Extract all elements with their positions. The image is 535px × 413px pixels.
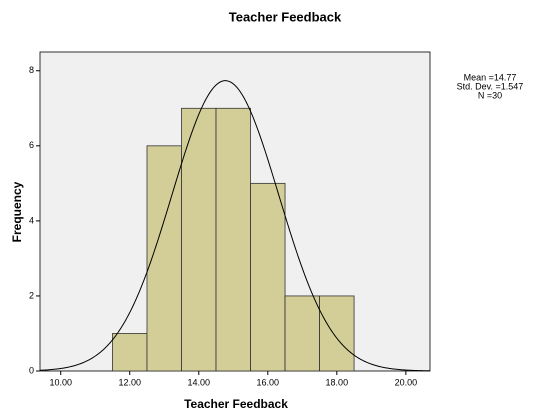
y-axis-label: Frequency — [10, 181, 24, 242]
bar — [112, 333, 148, 372]
normal-curve — [39, 80, 431, 372]
stat-label: Mean =14.77 — [464, 72, 517, 82]
chart-title: Teacher Feedback — [229, 9, 342, 24]
stat-label: Std. Dev. =1.547 — [457, 81, 524, 91]
y-tick-label: 0 — [29, 365, 34, 375]
y-tick-label: 4 — [29, 215, 34, 225]
bar — [215, 107, 251, 372]
y-tick-label: 6 — [29, 140, 34, 150]
x-tick-label: 12.00 — [118, 377, 141, 387]
stat-label: N =30 — [478, 90, 502, 100]
y-tick-label: 2 — [29, 290, 34, 300]
bar — [319, 295, 355, 372]
y-tick-label: 8 — [29, 65, 34, 75]
x-tick-label: 20.00 — [395, 377, 418, 387]
bar — [284, 295, 320, 372]
bar — [181, 107, 217, 372]
x-tick-label: 18.00 — [326, 377, 349, 387]
bar — [250, 182, 286, 372]
x-tick-label: 14.00 — [187, 377, 210, 387]
x-axis-label: Teacher Feedback — [184, 397, 288, 411]
x-tick-label: 16.00 — [257, 377, 280, 387]
x-tick-label: 10.00 — [49, 377, 72, 387]
